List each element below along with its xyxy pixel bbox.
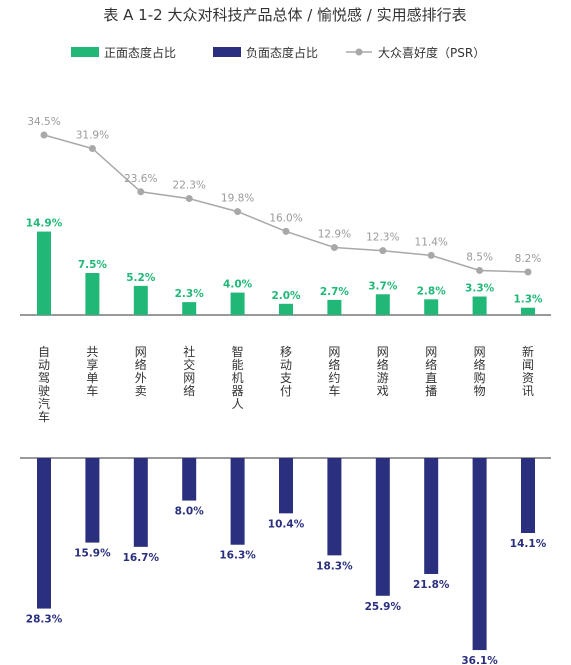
category-label-0: 自动驾驶汽车 [38,345,50,424]
positive-label-5: 2.0% [271,290,301,302]
chart-title: 表 A 1-2 大众对科技产品总体 / 愉悦感 / 实用感排行表 [103,6,466,24]
psr-label-3: 22.3% [173,180,206,192]
negative-label-0: 28.3% [26,614,63,626]
negative-bar-1 [85,458,100,543]
psr-label-7: 12.3% [366,232,399,244]
psr-line [43,134,529,273]
positive-label-9: 3.3% [465,283,495,295]
legend-swatch-positive [71,47,99,57]
psr-label-2: 23.6% [124,173,157,185]
positive-bar-5 [279,303,293,315]
positive-label-4: 4.0% [223,279,253,291]
legend-label-psr: 大众喜好度（PSR） [378,45,485,60]
negative-label-2: 16.7% [123,552,160,564]
negative-bar-6 [327,458,342,556]
positive-bar-6 [327,299,342,315]
category-label-6: 网络约车 [328,345,340,398]
positive-bar-1 [85,273,100,315]
psr-point-10 [524,268,532,276]
negative-bar-5 [279,458,293,514]
category-label-10: 新闻资讯 [522,344,534,398]
positive-bar-4 [230,292,245,315]
negative-label-10: 14.1% [510,538,547,550]
psr-point-1 [88,145,96,153]
negative-bar-9 [472,458,487,651]
negative-label-8: 21.8% [413,579,450,591]
psr-point-2 [137,188,145,196]
negative-bar-0 [37,458,51,609]
category-label-3: 社交网络 [183,344,195,398]
positive-bar-8 [424,299,439,315]
positive-label-2: 5.2% [126,272,156,284]
psr-point-8 [427,251,435,259]
plot-area: 14.9% 7.5% 5.2% 2.3% 4.0% 2.0% 2.7% 3.7% 2.8% 3.3… [20,116,551,665]
positive-label-1: 7.5% [78,259,108,271]
negative-label-6: 18.3% [316,560,353,572]
psr-label-1: 31.9% [76,130,109,142]
legend-label-negative: 负面态度占比 [246,45,318,60]
negative-bar-4 [230,458,245,545]
category-label-5: 移动支付 [280,345,292,398]
positive-label-8: 2.8% [417,285,447,297]
positive-bar-2 [133,285,148,315]
psr-point-3 [185,195,193,203]
category-label-1: 共享单车 [86,345,98,398]
category-label-8: 网络直播 [425,345,437,398]
category-label-4: 智能机器人 [232,344,244,411]
psr-label-8: 11.4% [415,236,448,248]
negative-label-4: 16.3% [219,550,256,562]
negative-bar-7 [375,458,390,596]
positive-label-7: 3.7% [368,280,398,292]
negative-bar-2 [133,458,148,547]
psr-point-0 [40,131,48,139]
legend-label-positive: 正面态度占比 [104,45,176,60]
positive-bar-7 [375,294,390,315]
positive-label-6: 2.7% [320,286,350,298]
negative-label-5: 10.4% [268,518,305,530]
psr-point-5 [282,227,290,235]
psr-point-6 [330,244,338,252]
negative-bar-10 [521,458,535,534]
negative-bar-3 [182,458,197,501]
category-label-2: 网络外卖 [135,345,147,398]
positive-bar-9 [472,296,487,315]
legend-item-negative: 负面态度占比 [213,45,318,60]
psr-point-9 [476,266,484,274]
category-label-7: 网络游戏 [377,345,389,398]
negative-bar-8 [424,458,439,574]
category-label-9: 网络购物 [474,345,486,398]
negative-label-3: 8.0% [175,506,205,518]
psr-label-6: 12.9% [318,229,351,241]
negative-label-1: 15.9% [74,548,111,560]
legend-swatch-negative [213,47,241,57]
psr-point-7 [379,247,387,255]
psr-label-5: 16.0% [269,212,302,224]
psr-label-9: 8.5% [466,251,493,263]
positive-bar-10 [521,307,535,315]
psr-label-4: 19.8% [221,193,254,205]
psr-point-4 [234,208,242,216]
psr-label-0: 34.5% [27,116,60,128]
negative-label-9: 36.1% [461,655,498,665]
legend-item-psr: 大众喜好度（PSR） [346,45,485,60]
psr-label-10: 8.2% [515,253,542,265]
positive-bar-3 [182,302,197,315]
negative-label-7: 25.9% [365,601,402,613]
positive-label-10: 1.3% [513,294,543,306]
positive-label-3: 2.3% [175,288,205,300]
legend-item-positive: 正面态度占比 [71,45,176,60]
legend-marker-psr [355,48,363,56]
positive-bar-0 [37,231,51,315]
positive-label-0: 14.9% [26,218,63,230]
legend: 正面态度占比 负面态度占比 大众喜好度（PSR） [71,45,485,60]
